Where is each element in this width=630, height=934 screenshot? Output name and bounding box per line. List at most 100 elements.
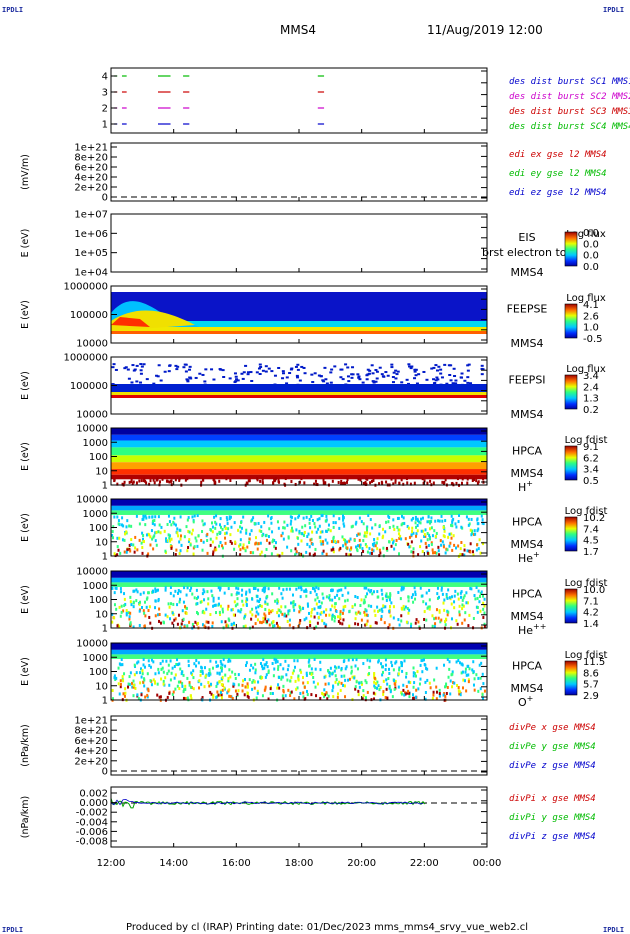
hpca_he-pixel <box>461 553 464 557</box>
hpca_o-pixel <box>393 679 396 683</box>
feepsi-pixel <box>370 364 374 367</box>
hpca_he-pixel <box>311 518 314 522</box>
hpca_hepp-pixel <box>443 620 446 624</box>
hpca_hepp-pixel <box>366 592 369 596</box>
hpca_hepp-pixel <box>143 611 146 615</box>
hpca_hepp-pixel <box>283 614 286 618</box>
feepsi-pixel <box>358 378 362 381</box>
hpca_he-pixel <box>201 519 204 523</box>
hpca_hepp-pixel <box>407 595 410 599</box>
hpca_hepp-pixel <box>367 588 370 592</box>
hpca_he-pixel <box>187 539 190 543</box>
hpca_hepp-pixel <box>237 587 240 591</box>
hpca_o-pixel <box>269 687 272 691</box>
hpca_hepp-pixel <box>205 607 208 611</box>
hpca_hepp-pixel <box>129 595 132 599</box>
hpca_he-pixel <box>477 522 480 526</box>
hpca_hepp-pixel <box>142 591 145 595</box>
hpca_hepp-pixel <box>154 606 157 610</box>
hpca_he-pixel <box>382 546 385 550</box>
hpca_hepp-pixel <box>179 590 182 594</box>
hpca_he-pixel <box>179 515 182 519</box>
hpca_hepp-pixel <box>377 609 380 613</box>
hpca_h-pixel <box>200 480 203 484</box>
hpca_hepp-pixel <box>309 591 312 595</box>
hpca_hepp-pixel <box>339 610 342 614</box>
feepsi-pixel <box>440 376 444 379</box>
hpca_o-pixel <box>293 697 296 701</box>
hpca_he-pixel <box>201 548 204 552</box>
hpca_o-pixel <box>157 671 160 675</box>
hpca_he-pixel <box>448 544 451 548</box>
hpca_hepp-pixel <box>467 601 470 605</box>
hpca_hepp-pixel <box>225 624 228 628</box>
hpca_hepp-pixel <box>245 590 248 594</box>
hpca_he-colorbar-value: 4.5 <box>583 536 599 547</box>
hpca_o-pixel <box>475 673 478 677</box>
panel-divpi: 0.0020.000-0.002-0.004-0.006-0.008(nPa/k… <box>20 786 596 848</box>
hpca_hepp-pixel <box>203 598 206 602</box>
hpca_o-pixel <box>324 674 327 678</box>
hpca_o-pixel <box>355 680 358 684</box>
hpca_o-pixel <box>385 687 388 691</box>
hpca_hepp-pixel <box>388 609 391 613</box>
hpca_hepp-pixel <box>339 612 342 616</box>
hpca_hepp-pixel <box>217 596 220 600</box>
hpca_o-pixel <box>323 688 326 692</box>
hpca_he-pixel <box>273 545 276 549</box>
hpca_hepp-pixel <box>132 625 135 629</box>
hpca_he-pixel <box>421 516 424 520</box>
hpca_o-pixel <box>190 697 193 701</box>
feepse-ytick-label: 100000 <box>70 310 108 321</box>
hpca_o-pixel <box>171 666 174 670</box>
hpca_hepp-pixel <box>329 598 332 602</box>
hpca_he-pixel <box>321 513 324 517</box>
feepsi-pixel <box>258 363 262 366</box>
hpca_o-pixel <box>203 685 206 689</box>
hpca_he-pixel <box>295 528 298 532</box>
hpca_o-pixel <box>457 658 460 662</box>
hpca_hepp-pixel <box>166 615 169 619</box>
hpca_o-pixel <box>178 687 181 691</box>
feepsi-pixel <box>302 366 306 369</box>
hpca_hepp-spacecraft: MMS4 <box>511 610 544 623</box>
hpca_hepp-pixel <box>468 613 471 617</box>
hpca_he-pixel <box>416 519 419 523</box>
feepsi-pixel <box>329 371 333 374</box>
hpca_o-pixel <box>373 684 376 688</box>
hpca_o-pixel <box>305 673 308 677</box>
feepse-ylabel: E (eV) <box>20 300 31 329</box>
feepsi-pixel <box>296 376 300 379</box>
hpca_he-pixel <box>378 524 381 528</box>
hpca_hepp-pixel <box>186 624 189 628</box>
hpca_hepp-pixel <box>319 605 322 609</box>
hpca_he-pixel <box>358 538 361 542</box>
feepsi-pixel <box>184 370 188 373</box>
hpca_o-pixel <box>289 691 292 695</box>
hpca_o-pixel <box>479 687 482 691</box>
hpca_o-pixel <box>146 672 149 676</box>
hpca_he-pixel <box>451 524 454 528</box>
hpca_h-pixel <box>477 480 480 484</box>
hpca_hepp-pixel <box>123 604 126 608</box>
hpca_hepp-pixel <box>338 588 341 592</box>
hpca_h-ytick-label: 100 <box>89 452 108 463</box>
hpca_hepp-colorbar-value: 4.2 <box>583 608 599 619</box>
feepsi-pixel <box>295 374 299 377</box>
hpca_h-pixel <box>315 482 318 486</box>
hpca_he-pixel <box>142 534 145 538</box>
hpca_o-pixel <box>327 694 330 698</box>
hpca_hepp-pixel <box>476 596 479 600</box>
hpca_hepp-pixel <box>194 620 197 624</box>
hpca_o-pixel <box>207 681 210 685</box>
hpca_hepp-pixel <box>119 587 122 591</box>
hpca_hepp-pixel <box>402 604 405 608</box>
hpca_he-pixel <box>230 541 233 545</box>
hpca_o-pixel <box>243 693 246 697</box>
feepsi-pixel <box>281 370 285 373</box>
hpca_hepp-pixel <box>254 622 257 626</box>
hpca_o-pixel <box>137 660 140 664</box>
hpca_o-pixel <box>412 674 415 678</box>
hpca_he-pixel <box>324 538 327 542</box>
hpca_o-pixel <box>229 694 232 698</box>
